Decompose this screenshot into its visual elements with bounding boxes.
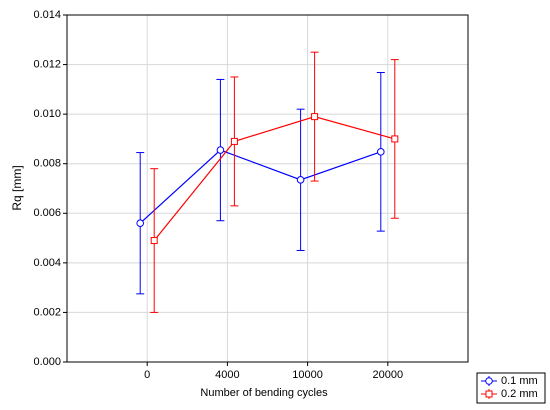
x-tick-label: 10000 — [292, 369, 323, 381]
y-tick-label: 0.002 — [33, 306, 61, 318]
legend-label: 0.1 mm — [501, 375, 538, 387]
y-tick-label: 0.014 — [33, 9, 61, 21]
x-tick-label: 0 — [144, 369, 150, 381]
point — [311, 113, 319, 121]
point — [136, 219, 144, 227]
y-tick-label: 0.010 — [33, 108, 61, 120]
x-tick-label: 20000 — [373, 369, 404, 381]
x-tick-label: 4000 — [215, 369, 239, 381]
y-tick-label: 0.006 — [33, 207, 61, 219]
plot-frame — [66, 14, 469, 363]
point — [377, 148, 385, 156]
y-axis-label: Rq [mm] — [10, 165, 24, 210]
series-line — [139, 149, 381, 224]
point — [150, 237, 158, 245]
y-tick-label: 0.004 — [33, 257, 61, 269]
point — [216, 146, 225, 154]
y-tick-label: 0.000 — [33, 356, 61, 368]
point — [230, 137, 238, 145]
point — [391, 135, 399, 143]
series-line — [153, 115, 395, 241]
y-tick-label: 0.012 — [33, 58, 61, 70]
legend-marker — [485, 390, 493, 398]
x-axis-label: Number of bending cycles — [200, 387, 328, 399]
point — [296, 176, 305, 184]
y-tick-label: 0.008 — [33, 158, 61, 170]
legend-marker — [485, 377, 493, 385]
legend-label: 0.2 mm — [501, 388, 538, 400]
